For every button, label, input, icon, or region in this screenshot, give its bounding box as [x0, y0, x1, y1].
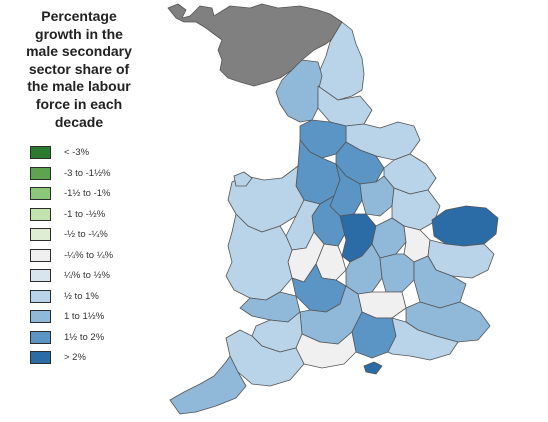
- legend-swatch: [30, 207, 51, 221]
- legend-label: -½ to -¼%: [64, 229, 108, 240]
- region-isle-of-wight: [363, 361, 383, 375]
- legend-swatch: [30, 187, 51, 200]
- legend-swatch: [30, 166, 51, 180]
- legend-label: ¼% to ½%: [64, 270, 110, 281]
- region-anglesey: [233, 171, 253, 187]
- region-scotland: [167, 3, 343, 87]
- map-title: Percentage growth in the male secondary …: [26, 8, 132, 130]
- legend-swatch: [30, 146, 51, 159]
- legend-swatch: [30, 248, 51, 262]
- region-lancashire: [299, 119, 347, 159]
- legend-label: -1½ to -1%: [64, 188, 111, 199]
- region-cumbria: [275, 59, 323, 123]
- legend-label: ½ to 1%: [64, 290, 99, 302]
- region-northamptonshire: [371, 217, 407, 259]
- legend-label: -1 to -½%: [64, 208, 106, 220]
- legend-label: -¼% to ¼%: [64, 249, 114, 261]
- legend-label: 1½ to 2%: [64, 331, 105, 343]
- legend-swatch: [30, 330, 51, 344]
- legend-swatch: [30, 289, 51, 303]
- region-dorset: [295, 331, 357, 369]
- region-cornwall: [169, 355, 247, 415]
- legend-swatch: [30, 228, 51, 241]
- legend-label: > 2%: [64, 352, 86, 363]
- region-essex: [413, 255, 467, 309]
- england-wales-choropleth-map: [167, 3, 499, 415]
- legend-swatch: [30, 269, 51, 282]
- legend-swatch: [30, 310, 51, 323]
- region-hertfordshire: [379, 253, 415, 293]
- region-sussex: [387, 317, 459, 361]
- legend-label: 1 to 1½%: [64, 311, 105, 322]
- region-norfolk: [431, 205, 499, 247]
- legend-swatch: [30, 351, 51, 364]
- region-northumberland: [317, 21, 365, 101]
- legend-label: -3 to -1½%: [64, 167, 111, 179]
- region-lincolnshire: [391, 187, 441, 231]
- legend-label: < -3%: [64, 147, 90, 158]
